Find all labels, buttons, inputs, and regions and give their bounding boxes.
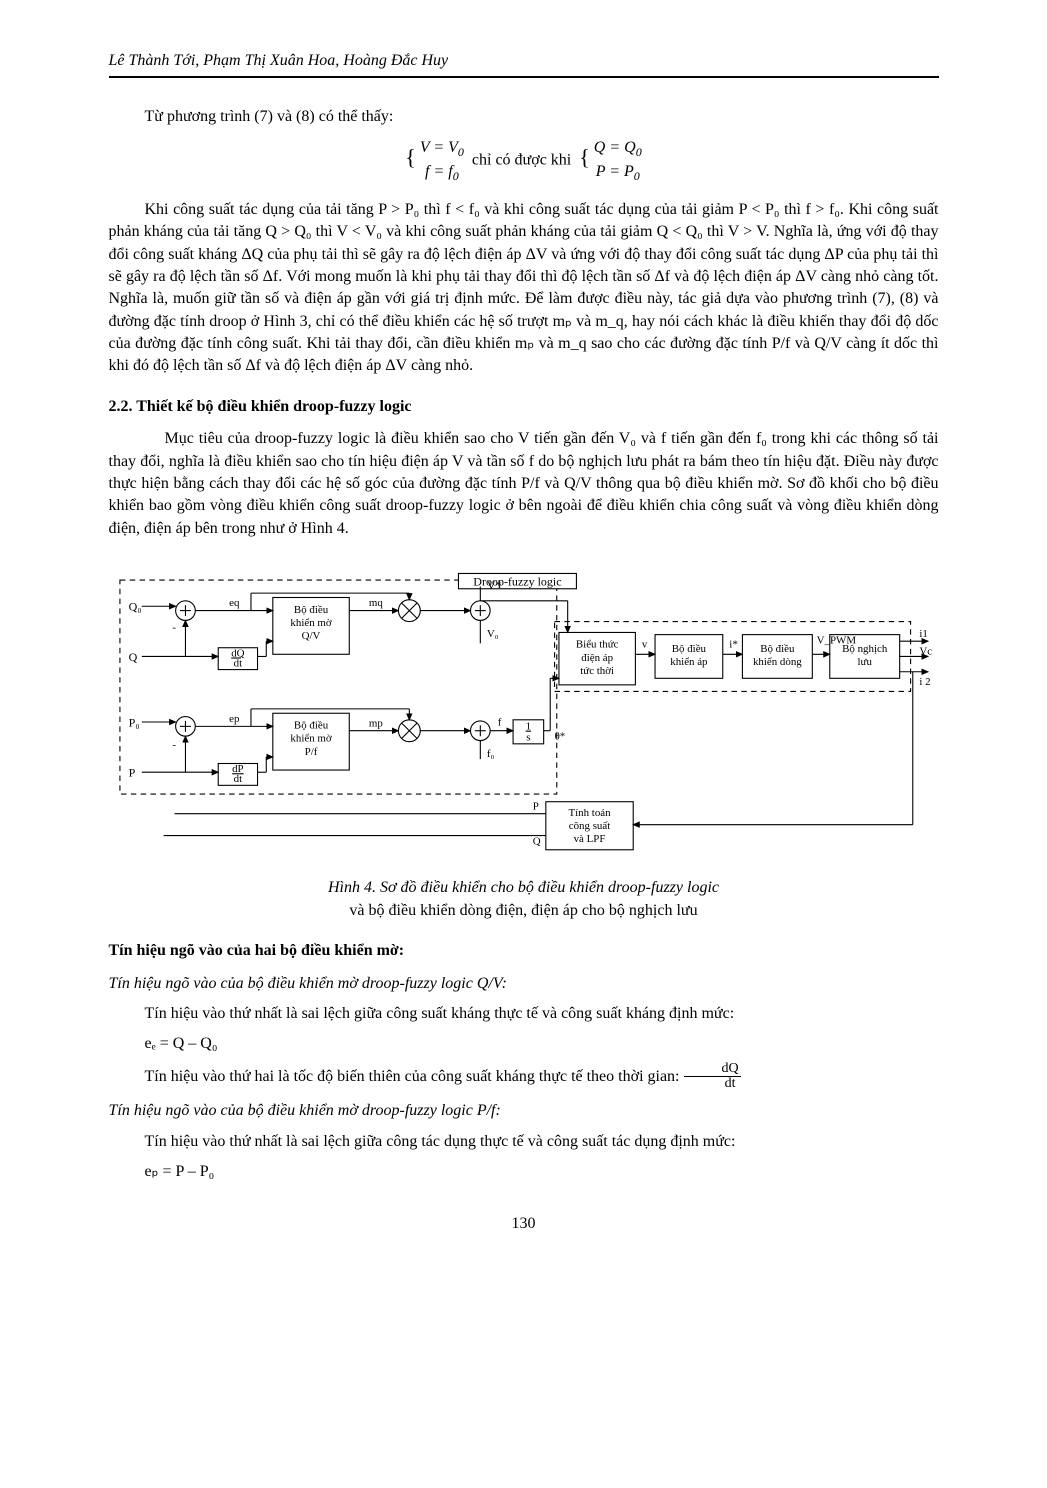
svg-text:V_PWM: V_PWM [816,635,856,647]
signal-heading: Tín hiệu ngõ vào của hai bộ điều khiển m… [109,940,939,962]
svg-text:Bộ điều: Bộ điều [671,643,706,655]
q-label: Q [128,650,137,664]
svg-text:Tính toán: Tính toán [568,807,611,819]
sig-qv-eq: eₑ = Q – Q₀ [145,1033,939,1055]
sig-qv-line2: Tín hiệu vào thứ hai là tốc độ biến thiê… [109,1062,939,1092]
sig-pf-eq: eₚ = P – P₀ [145,1161,939,1183]
author-header: Lê Thành Tới, Phạm Thị Xuân Hoa, Hoàng Đ… [109,50,939,78]
svg-text:P/f: P/f [304,746,317,758]
svg-text:mp: mp [368,718,382,730]
svg-text:khiển áp: khiển áp [670,656,708,668]
svg-text:V₀: V₀ [486,628,498,640]
svg-text:-: - [172,739,176,751]
svg-text:tức thời: tức thời [580,665,614,677]
q0-label: Q₀ [128,600,141,614]
svg-text:điện áp: điện áp [581,652,613,664]
svg-text:Bộ điều: Bộ điều [293,720,328,732]
svg-text:dt: dt [233,658,241,670]
svg-text:i*: i* [729,639,737,651]
svg-text:Biểu thức: Biểu thức [575,639,618,651]
svg-text:P: P [532,801,538,813]
svg-text:mq: mq [368,597,382,609]
svg-text:Bộ điều: Bộ điều [293,604,328,616]
svg-text:s: s [526,732,530,744]
p0-label: P₀ [128,716,139,730]
svg-text:Vc: Vc [919,646,932,658]
svg-text:f: f [497,716,501,728]
svg-text:khiển dòng: khiển dòng [752,656,801,668]
intro-line: Từ phương trình (7) và (8) có thể thấy: [109,106,939,128]
svg-text:f₀: f₀ [486,748,494,760]
svg-text:khiển mờ: khiển mờ [290,617,331,629]
svg-text:Bộ điều: Bộ điều [760,643,795,655]
sig-qv-line1: Tín hiệu vào thứ nhất là sai lệch giữa c… [109,1003,939,1025]
svg-text:dt: dt [233,773,241,785]
svg-text:θ*: θ* [554,731,565,743]
svg-text:khiển mờ: khiển mờ [290,733,331,745]
paragraph-1: Khi công suất tác dụng của tải tăng P > … [109,199,939,378]
sig-pf-line1: Tín hiệu vào thứ nhất là sai lệch giữa c… [109,1131,939,1153]
svg-text:công suất: công suất [568,820,610,832]
figure-4-diagram: Droop-fuzzy logic Q₀ Q - dQ dt Bộ điều k… [109,556,939,869]
svg-text:Q/V: Q/V [301,630,320,642]
svg-text:-: - [172,621,176,633]
figure-4-caption: Hình 4. Sơ đồ điều khiển cho bộ điều khi… [109,877,939,922]
svg-text:i1: i1 [919,628,927,640]
page-number: 130 [109,1213,939,1235]
sig-qv-title: Tín hiệu ngõ vào của bộ điều khiển mờ dr… [109,973,939,995]
svg-text:eq: eq [229,597,240,609]
svg-text:ep: ep [229,713,240,725]
paragraph-2: Mục tiêu của droop-fuzzy logic là điều k… [109,428,939,540]
svg-text:v: v [641,639,647,651]
p-label: P [128,766,135,780]
svg-text:lưu: lưu [857,656,872,668]
sig-pf-title: Tín hiệu ngõ vào của bộ điều khiển mờ dr… [109,1100,939,1122]
section-2-2-heading: 2.2. Thiết kế bộ điều khiển droop-fuzzy … [109,396,939,418]
svg-text:V*: V* [486,578,501,592]
equation-vf: { V = V0 f = f0 chỉ có được khi { Q = Q0… [109,137,939,185]
svg-text:i 2: i 2 [919,676,930,688]
svg-text:và LPF: và LPF [573,833,605,845]
svg-text:Q: Q [532,836,540,848]
